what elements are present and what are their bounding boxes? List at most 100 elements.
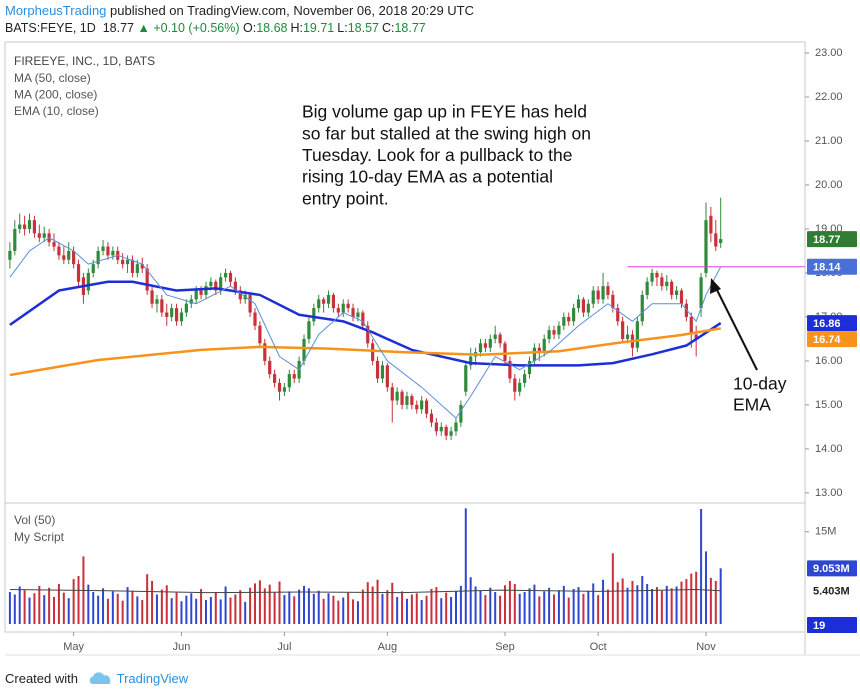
candle-body: [429, 413, 434, 423]
volume-bar: [714, 580, 717, 625]
volume-bar: [116, 593, 119, 625]
volume-bar: [322, 598, 325, 625]
volume-bar: [337, 600, 340, 625]
volume-bar: [700, 508, 703, 625]
candle-body: [508, 360, 512, 379]
volume-bar: [293, 596, 296, 625]
volume-bar: [136, 596, 139, 625]
candle-body: [562, 316, 566, 326]
candle-body: [238, 290, 242, 300]
price-badge: [807, 315, 857, 332]
candle-body: [86, 272, 90, 291]
candle-body: [572, 308, 576, 322]
candle-body: [537, 347, 541, 353]
volume-bar: [695, 571, 698, 625]
ohlc-key: H:: [290, 21, 303, 35]
volume-bar: [312, 593, 315, 625]
volume-bar: [303, 585, 306, 625]
volume-bar: [298, 589, 301, 625]
author[interactable]: MorpheusTrading: [5, 3, 107, 18]
volume-bar: [263, 588, 266, 625]
volume-bar: [557, 590, 560, 625]
arrow-shaft: [713, 283, 758, 371]
candle-body: [140, 264, 144, 269]
y-tick-label: 20.00: [815, 179, 843, 191]
volume-bar: [234, 594, 237, 625]
candle-body: [96, 250, 100, 265]
candle-body: [596, 290, 600, 300]
candle-body: [248, 294, 252, 313]
volume-bar: [459, 585, 462, 625]
volume-bar: [200, 588, 203, 625]
volume-bar: [332, 595, 335, 625]
volume-bar: [690, 573, 693, 625]
created-with: Created with: [5, 671, 78, 686]
candle-body: [503, 343, 507, 361]
volume-bar: [72, 579, 75, 625]
volume-bar: [327, 593, 330, 625]
volume-badge: [807, 582, 857, 599]
volume-bar: [87, 584, 90, 625]
candle-body: [57, 246, 61, 256]
annotation-line: entry point.: [302, 188, 389, 208]
candle-body: [371, 343, 375, 361]
candle-body: [488, 338, 492, 348]
candle-body: [670, 281, 674, 295]
volume-bar: [371, 586, 374, 625]
candle-body: [449, 431, 453, 436]
candle-body: [390, 387, 394, 401]
volume-bar: [33, 593, 36, 625]
volume-bar: [454, 591, 457, 625]
candle-body: [125, 259, 130, 265]
candle-body: [106, 246, 110, 256]
footer: Created with TradingView: [5, 669, 188, 686]
candle-body: [135, 264, 139, 273]
candle-body: [557, 325, 561, 335]
candle-body: [645, 281, 649, 295]
candle-body: [601, 286, 605, 300]
candle-body: [518, 382, 522, 392]
volume-bar: [440, 598, 443, 625]
volume-bar: [175, 592, 178, 625]
candle-body: [228, 272, 233, 282]
volume-bar: [513, 584, 516, 625]
chart-title: FIREEYE, INC., 1D, BATS: [14, 54, 155, 68]
header-line: MorpheusTrading published on TradingView…: [5, 3, 474, 18]
ohlc-value: 18.77: [394, 21, 426, 35]
volume-bar: [631, 580, 634, 625]
x-tick-label: Jun: [173, 641, 191, 653]
volume-bar: [665, 585, 668, 625]
candle-body: [547, 330, 551, 339]
volume-bar: [704, 551, 707, 625]
volume-bar: [606, 589, 609, 625]
candle-body: [27, 220, 32, 229]
volume-bar: [435, 587, 438, 625]
volume-bar: [401, 591, 404, 625]
volume-bar: [219, 599, 222, 625]
candle-body: [689, 316, 693, 335]
candle-body: [469, 356, 473, 366]
candle-body: [52, 242, 56, 247]
candle-body: [699, 277, 703, 309]
candle-body: [307, 321, 311, 339]
volume-bar: [180, 601, 183, 625]
candle-body: [23, 224, 27, 229]
candle-body: [165, 312, 169, 317]
candle-body: [13, 228, 17, 251]
y-tick-label: 23.00: [815, 47, 843, 59]
candle-body: [498, 334, 502, 344]
volume-bar: [244, 601, 247, 625]
volume-bar: [675, 586, 678, 625]
candle-body: [542, 338, 546, 353]
annotation-line: rising 10-day EMA as a potential: [302, 167, 553, 187]
brand[interactable]: TradingView: [116, 671, 189, 686]
candle-body: [91, 264, 95, 273]
volume-bar: [445, 592, 448, 625]
candle-body: [155, 299, 159, 304]
last-price: 18.77: [102, 21, 134, 35]
price-badge-label: 18.77: [813, 234, 841, 246]
symbol-line: BATS:FEYE, 1D 18.77 ▲ +0.10 (+0.56%) O:1…: [5, 21, 429, 35]
volume-bar: [204, 600, 207, 625]
candle-body: [454, 422, 458, 432]
